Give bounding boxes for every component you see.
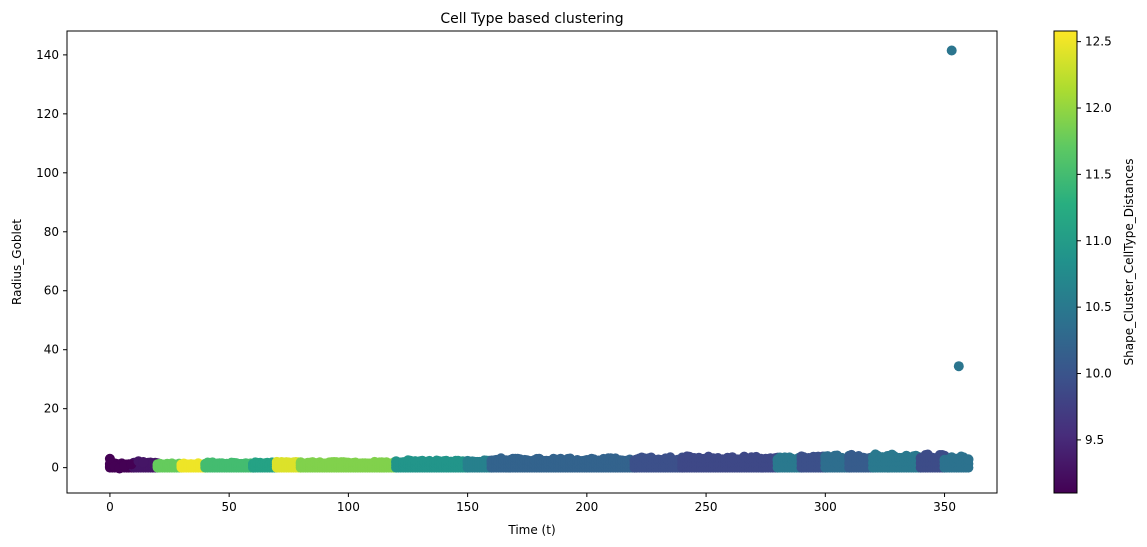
x-tick-label: 150 bbox=[456, 500, 479, 514]
scatter-point bbox=[963, 454, 974, 465]
marker-layer bbox=[104, 45, 974, 474]
point-cluster bbox=[295, 456, 402, 473]
colorbar-label: Shape_Cluster_CellType_Distances bbox=[1122, 159, 1136, 366]
colorbar-tick-label: 9.5 bbox=[1085, 433, 1104, 447]
point-cluster bbox=[391, 455, 473, 473]
point-cluster bbox=[939, 451, 974, 473]
scatter-point bbox=[138, 457, 149, 468]
colorbar-tick-label: 11.0 bbox=[1085, 234, 1112, 248]
colorbar-tick-label: 10.5 bbox=[1085, 300, 1112, 314]
point-cluster bbox=[486, 453, 640, 473]
x-tick-label: 300 bbox=[814, 500, 837, 514]
colorbar-tick-label: 12.0 bbox=[1085, 101, 1112, 115]
plot-frame bbox=[66, 30, 998, 494]
x-tick-label: 200 bbox=[575, 500, 598, 514]
x-tick-label: 350 bbox=[933, 500, 956, 514]
y-tick-label: 80 bbox=[44, 225, 59, 239]
y-tick-label: 60 bbox=[44, 284, 59, 298]
colorbar bbox=[1053, 30, 1078, 494]
x-axis-label: Time (t) bbox=[507, 523, 555, 537]
y-tick-label: 100 bbox=[36, 166, 59, 180]
x-tick-label: 100 bbox=[337, 500, 360, 514]
x-tick-label: 50 bbox=[222, 500, 237, 514]
y-tick-label: 40 bbox=[44, 343, 59, 357]
point-cluster bbox=[677, 451, 783, 473]
scatter-point bbox=[953, 361, 964, 372]
colorbar-tick-label: 12.5 bbox=[1085, 35, 1112, 49]
colorbar-tick-label: 10.0 bbox=[1085, 367, 1112, 381]
y-tick-label: 140 bbox=[36, 48, 59, 62]
x-tick-label: 250 bbox=[695, 500, 718, 514]
y-axis-label: Radius_Goblet bbox=[10, 219, 24, 305]
y-tick-label: 120 bbox=[36, 107, 59, 121]
colorbar-tick-label: 11.5 bbox=[1085, 167, 1112, 181]
point-cluster bbox=[868, 449, 926, 473]
chart-title: Cell Type based clustering bbox=[440, 11, 623, 27]
x-tick-label: 0 bbox=[106, 500, 114, 514]
colorbar-ticks: 9.5 10.0 10.5 11.0 11.5 12.0 12.5 bbox=[1077, 35, 1112, 447]
scatter-point bbox=[946, 45, 957, 56]
y-axis: 0 20 40 60 80 100 120 140 bbox=[36, 48, 67, 475]
y-tick-label: 0 bbox=[51, 461, 59, 475]
scatter-point bbox=[104, 453, 115, 464]
y-tick-label: 20 bbox=[44, 402, 59, 416]
x-axis: 0 50 100 150 200 250 300 350 bbox=[106, 493, 956, 514]
